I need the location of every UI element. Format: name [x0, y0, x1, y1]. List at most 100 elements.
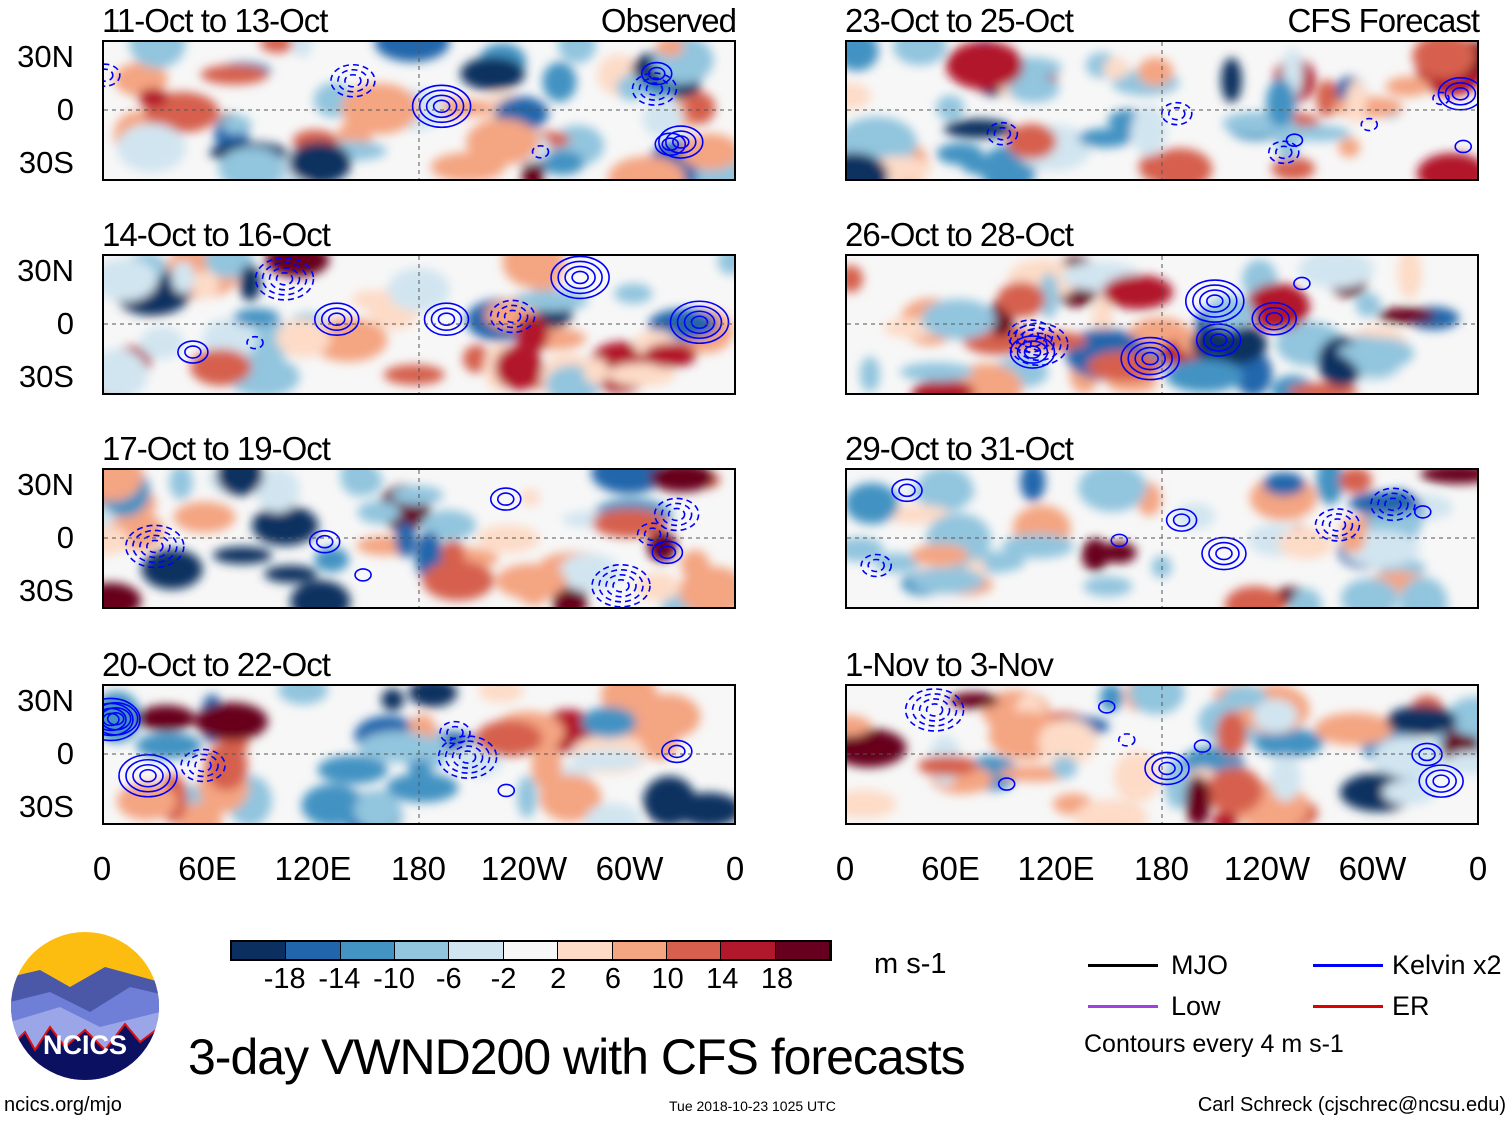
anomaly-blob — [495, 563, 567, 600]
lon-tick-label: 0 — [725, 850, 745, 887]
kelvin-contour — [437, 735, 498, 779]
anomaly-blob — [1399, 577, 1448, 607]
anomaly-blob — [1316, 470, 1344, 505]
kelvin-contour — [669, 300, 730, 345]
anomaly-blob — [542, 61, 577, 102]
map-panel — [845, 684, 1479, 825]
kelvin-contour — [1208, 541, 1240, 566]
panel-title: 14-Oct to 16-Oct — [102, 216, 331, 253]
kelvin-contour — [1285, 133, 1304, 147]
anomaly-blob — [1078, 470, 1147, 512]
anomaly-blob — [301, 783, 364, 823]
lat-tick-label: 30N — [17, 467, 74, 502]
anomaly-blob — [386, 772, 459, 803]
kelvin-contour — [1120, 336, 1180, 381]
anomaly-blob — [643, 776, 696, 823]
anomaly-blob — [1340, 578, 1399, 607]
kelvin-contour — [867, 558, 885, 573]
kelvin-contour — [1293, 276, 1311, 291]
anomaly-blob — [1001, 533, 1074, 559]
colorbar-label: 6 — [604, 963, 621, 995]
kelvin-contour — [891, 478, 923, 503]
anomaly-blob — [847, 265, 863, 293]
anomaly-blob — [847, 482, 899, 525]
anomaly-blob — [194, 702, 268, 741]
anomaly-blob — [475, 720, 543, 757]
kelvin-contour — [146, 539, 164, 554]
anomaly-blob — [139, 326, 184, 360]
kelvin-contour — [612, 578, 630, 593]
anomaly-blob — [949, 692, 1000, 709]
kelvin-contour — [177, 340, 209, 364]
map-panel — [102, 468, 736, 609]
colorbar-label: -6 — [435, 963, 462, 995]
colorbar-swatch — [340, 942, 396, 959]
anomaly-blob — [519, 488, 541, 507]
colorbar-swatch — [449, 942, 504, 959]
anomaly-blob — [1417, 153, 1477, 179]
colorbar-swatch — [666, 942, 722, 959]
anomaly-blob — [1298, 256, 1375, 289]
kelvin-contour — [1444, 81, 1477, 106]
anomaly-blob — [614, 283, 653, 304]
anomaly-blob — [1074, 799, 1149, 823]
anomaly-blob — [255, 470, 300, 513]
kelvin-contour — [354, 568, 372, 582]
kelvin-contour — [1377, 492, 1409, 517]
kelvin-contour — [665, 130, 697, 154]
kelvin-contour — [1199, 289, 1231, 313]
anomaly-blob — [216, 470, 264, 496]
anomaly-blob — [540, 150, 585, 176]
anomaly-blob — [440, 540, 465, 570]
footer-site-link[interactable]: ncics.org/mjo — [4, 1094, 122, 1116]
colorbar-label: -10 — [373, 963, 416, 995]
colorbar — [230, 940, 832, 961]
lon-tick-label: 0 — [92, 850, 112, 887]
kelvin-contour — [320, 307, 353, 332]
kelvin-contour — [557, 260, 603, 295]
colorbar-swatch — [775, 942, 830, 959]
anomaly-blob — [655, 42, 684, 57]
kelvin-contour — [104, 712, 120, 727]
colorbar-label: -2 — [490, 963, 517, 995]
anomaly-blob — [1006, 123, 1057, 160]
kelvin-contour — [444, 740, 491, 774]
map-panel — [845, 468, 1479, 609]
colorbar-label: 18 — [760, 963, 794, 995]
kelvin-contour — [1370, 487, 1416, 522]
anomaly-blob — [680, 133, 734, 171]
anomaly-blob — [420, 510, 477, 541]
kelvin-contour — [327, 312, 346, 327]
kelvin-contour — [898, 483, 916, 498]
anomaly-blob — [911, 379, 975, 393]
kelvin-contour — [503, 309, 522, 324]
legend-kelvin: Kelvin x2 — [1392, 950, 1502, 980]
anomaly-blob — [1354, 347, 1399, 378]
anomaly-blob — [129, 42, 186, 69]
kelvin-contour — [430, 307, 463, 331]
kelvin-contour — [645, 82, 664, 96]
anomaly-blob — [1331, 96, 1403, 118]
kelvin-contour — [1202, 328, 1235, 352]
anomaly-blob — [847, 789, 897, 819]
anomaly-blob — [649, 470, 715, 493]
anomaly-blob — [395, 521, 416, 558]
kelvin-contour — [330, 63, 376, 98]
kelvin-contour — [658, 545, 677, 560]
anomaly-blob — [104, 348, 148, 393]
kelvin-contour — [1110, 533, 1129, 548]
anomaly-blob — [1290, 588, 1322, 607]
kelvin-contour — [496, 492, 515, 506]
kelvin-contour — [668, 744, 686, 759]
anomaly-blob — [1316, 79, 1338, 118]
anomaly-blob — [1185, 774, 1211, 823]
anomaly-blob — [374, 42, 450, 62]
kelvin-contour — [654, 132, 687, 157]
map-panel — [845, 40, 1479, 181]
lat-tick-label: 30N — [17, 683, 74, 718]
anomaly-blob — [1081, 538, 1109, 572]
footer-timestamp: Tue 2018-10-23 1025 UTC — [669, 1098, 836, 1114]
kelvin-contour — [496, 304, 529, 329]
anomaly-blob — [460, 56, 525, 91]
anomaly-blob — [1382, 779, 1437, 805]
